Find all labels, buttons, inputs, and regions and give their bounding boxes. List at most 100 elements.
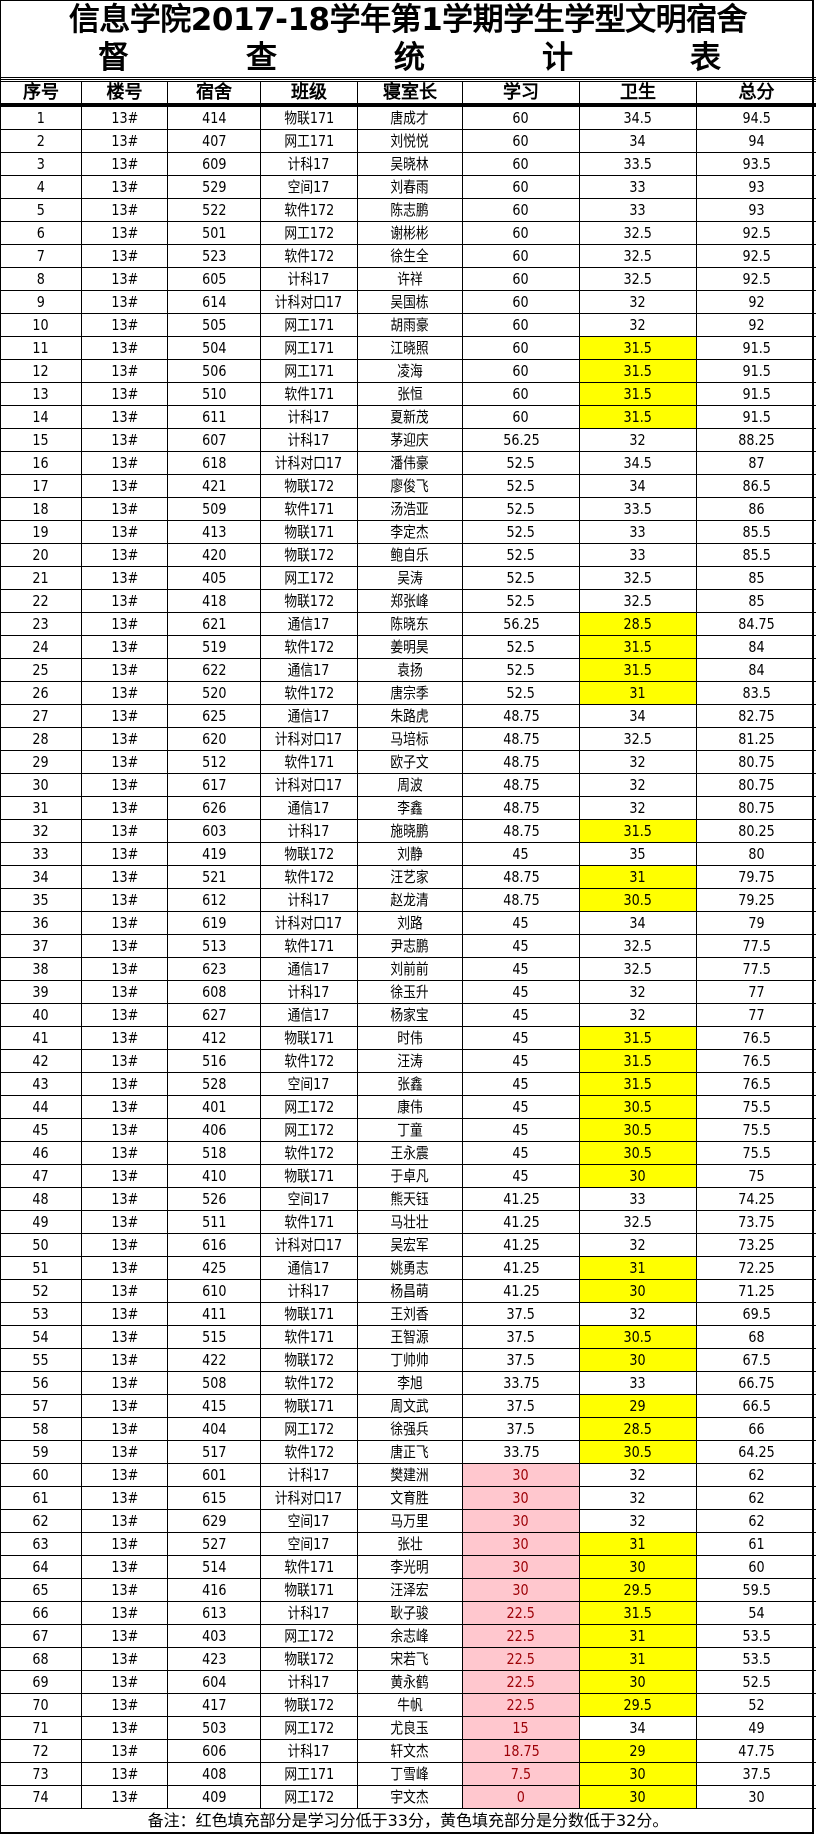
- cell-building[interactable]: 13#: [81, 290, 168, 314]
- cell-index[interactable]: 67: [0, 1624, 82, 1648]
- cell-building[interactable]: 13#: [81, 313, 168, 337]
- cell-dorm-leader[interactable]: 张鑫: [357, 1072, 463, 1096]
- cell-dorm[interactable]: 621: [167, 612, 261, 636]
- cell-study[interactable]: 30: [462, 1463, 580, 1487]
- cell-hygiene[interactable]: 30: [579, 1164, 697, 1188]
- cell-building[interactable]: 13#: [81, 589, 168, 613]
- cell-index[interactable]: 6: [0, 221, 82, 245]
- cell-total[interactable]: 84: [696, 635, 816, 659]
- cell-index[interactable]: 26: [0, 681, 82, 705]
- cell-total[interactable]: 92: [696, 313, 816, 337]
- cell-dorm[interactable]: 629: [167, 1509, 261, 1533]
- cell-building[interactable]: 13#: [81, 221, 168, 245]
- cell-total[interactable]: 86: [696, 497, 816, 521]
- cell-hygiene[interactable]: 32.5: [579, 1210, 697, 1234]
- cell-study[interactable]: 45: [462, 1026, 580, 1050]
- cell-dorm[interactable]: 509: [167, 497, 261, 521]
- cell-dorm[interactable]: 518: [167, 1141, 261, 1165]
- cell-dorm[interactable]: 511: [167, 1210, 261, 1234]
- cell-class[interactable]: 计科对口17: [260, 451, 358, 475]
- cell-dorm[interactable]: 619: [167, 911, 261, 935]
- cell-index[interactable]: 47: [0, 1164, 82, 1188]
- cell-total[interactable]: 64.25: [696, 1440, 816, 1464]
- cell-hygiene[interactable]: 31.5: [579, 1049, 697, 1073]
- cell-study[interactable]: 60: [462, 290, 580, 314]
- cell-class[interactable]: 软件172: [260, 244, 358, 268]
- cell-dorm-leader[interactable]: 郑张峰: [357, 589, 463, 613]
- cell-dorm[interactable]: 417: [167, 1693, 261, 1717]
- cell-dorm[interactable]: 609: [167, 152, 261, 176]
- cell-total[interactable]: 49: [696, 1716, 816, 1740]
- cell-study[interactable]: 37.5: [462, 1302, 580, 1326]
- cell-class[interactable]: 物联172: [260, 1348, 358, 1372]
- cell-total[interactable]: 93: [696, 198, 816, 222]
- cell-dorm-leader[interactable]: 时伟: [357, 1026, 463, 1050]
- cell-dorm[interactable]: 516: [167, 1049, 261, 1073]
- cell-class[interactable]: 通信17: [260, 1003, 358, 1027]
- cell-index[interactable]: 8: [0, 267, 82, 291]
- cell-hygiene[interactable]: 34: [579, 1716, 697, 1740]
- cell-index[interactable]: 35: [0, 888, 82, 912]
- cell-building[interactable]: 13#: [81, 520, 168, 544]
- cell-dorm-leader[interactable]: 汪涛: [357, 1049, 463, 1073]
- cell-total[interactable]: 79: [696, 911, 816, 935]
- cell-building[interactable]: 13#: [81, 658, 168, 682]
- cell-index[interactable]: 28: [0, 727, 82, 751]
- cell-dorm[interactable]: 627: [167, 1003, 261, 1027]
- cell-class[interactable]: 软件171: [260, 1325, 358, 1349]
- cell-total[interactable]: 76.5: [696, 1026, 816, 1050]
- cell-hygiene[interactable]: 32: [579, 1302, 697, 1326]
- cell-dorm-leader[interactable]: 马壮壮: [357, 1210, 463, 1234]
- cell-study[interactable]: 18.75: [462, 1739, 580, 1763]
- cell-total[interactable]: 79.25: [696, 888, 816, 912]
- cell-index[interactable]: 11: [0, 336, 82, 360]
- cell-dorm-leader[interactable]: 汪艺家: [357, 865, 463, 889]
- cell-class[interactable]: 空间17: [260, 1072, 358, 1096]
- cell-total[interactable]: 82.75: [696, 704, 816, 728]
- cell-hygiene[interactable]: 33: [579, 198, 697, 222]
- cell-index[interactable]: 43: [0, 1072, 82, 1096]
- cell-study[interactable]: 48.75: [462, 865, 580, 889]
- cell-dorm[interactable]: 622: [167, 658, 261, 682]
- cell-dorm-leader[interactable]: 丁帅帅: [357, 1348, 463, 1372]
- cell-dorm[interactable]: 526: [167, 1187, 261, 1211]
- cell-building[interactable]: 13#: [81, 1624, 168, 1648]
- cell-dorm-leader[interactable]: 吴涛: [357, 566, 463, 590]
- cell-index[interactable]: 42: [0, 1049, 82, 1073]
- cell-hygiene[interactable]: 32.5: [579, 221, 697, 245]
- cell-dorm-leader[interactable]: 余志峰: [357, 1624, 463, 1648]
- cell-class[interactable]: 物联171: [260, 1026, 358, 1050]
- cell-building[interactable]: 13#: [81, 1026, 168, 1050]
- cell-study[interactable]: 45: [462, 842, 580, 866]
- cell-building[interactable]: 13#: [81, 129, 168, 153]
- cell-study[interactable]: 48.75: [462, 773, 580, 797]
- cell-total[interactable]: 80.75: [696, 773, 816, 797]
- cell-dorm-leader[interactable]: 耿子骏: [357, 1601, 463, 1625]
- cell-study[interactable]: 30: [462, 1578, 580, 1602]
- cell-dorm-leader[interactable]: 李鑫: [357, 796, 463, 820]
- cell-study[interactable]: 52.5: [462, 543, 580, 567]
- cell-index[interactable]: 63: [0, 1532, 82, 1556]
- cell-study[interactable]: 60: [462, 336, 580, 360]
- cell-building[interactable]: 13#: [81, 819, 168, 843]
- cell-total[interactable]: 67.5: [696, 1348, 816, 1372]
- cell-total[interactable]: 61: [696, 1532, 816, 1556]
- cell-index[interactable]: 21: [0, 566, 82, 590]
- cell-hygiene[interactable]: 31.5: [579, 1601, 697, 1625]
- cell-dorm-leader[interactable]: 潘伟豪: [357, 451, 463, 475]
- cell-study[interactable]: 60: [462, 313, 580, 337]
- cell-total[interactable]: 77: [696, 1003, 816, 1027]
- cell-study[interactable]: 60: [462, 221, 580, 245]
- cell-class[interactable]: 计科17: [260, 1279, 358, 1303]
- cell-class[interactable]: 软件172: [260, 1049, 358, 1073]
- cell-hygiene[interactable]: 31.5: [579, 819, 697, 843]
- cell-building[interactable]: 13#: [81, 1049, 168, 1073]
- cell-total[interactable]: 92.5: [696, 267, 816, 291]
- cell-class[interactable]: 网工172: [260, 1417, 358, 1441]
- cell-building[interactable]: 13#: [81, 1072, 168, 1096]
- cell-index[interactable]: 30: [0, 773, 82, 797]
- cell-hygiene[interactable]: 28.5: [579, 1417, 697, 1441]
- cell-building[interactable]: 13#: [81, 1095, 168, 1119]
- cell-dorm-leader[interactable]: 刘悦悦: [357, 129, 463, 153]
- cell-class[interactable]: 计科17: [260, 405, 358, 429]
